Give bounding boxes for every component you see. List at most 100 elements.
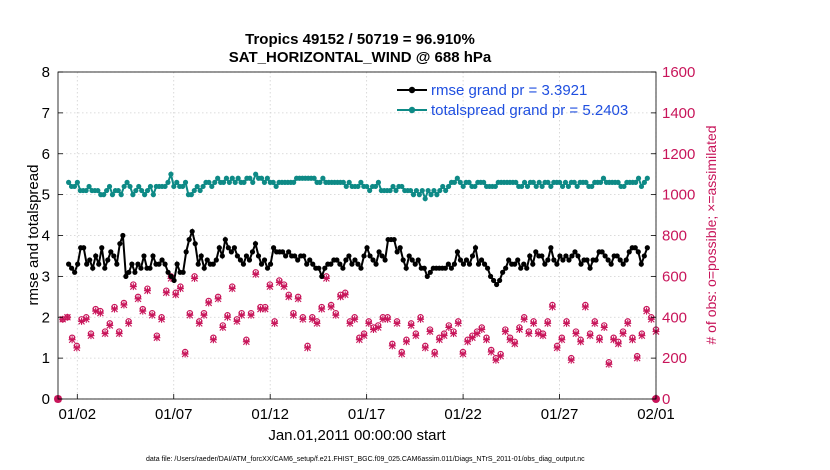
totalspread-point: [209, 183, 215, 190]
rmse-point: [204, 257, 210, 263]
totalspread-point: [197, 187, 203, 194]
rmse-point: [156, 261, 162, 267]
rmse-point: [255, 253, 262, 259]
obs-assimilated-marker: [219, 323, 227, 331]
totalspread-point: [454, 175, 460, 181]
obs-assimilated-marker: [374, 323, 382, 331]
totalspread-point: [545, 179, 551, 185]
rmse-point: [75, 261, 81, 267]
obs-assimilated-marker: [478, 326, 486, 334]
rmse-point: [617, 257, 623, 263]
totalspread-point: [118, 192, 124, 198]
obs-assimilated-marker: [200, 311, 208, 319]
rmse-point: [310, 261, 316, 267]
obs-assimilated-marker: [252, 270, 260, 278]
rmse-point: [186, 236, 192, 243]
totalspread-point: [136, 183, 142, 190]
obs-assimilated-marker: [591, 319, 599, 327]
rmse-point: [367, 253, 373, 259]
totalspread-point: [226, 179, 232, 185]
rmse-point: [469, 253, 476, 259]
y-tick-label: 1: [42, 350, 50, 367]
obs-assimilated-marker: [191, 274, 199, 282]
rmse-point: [264, 265, 271, 271]
rmse-point: [364, 245, 370, 251]
obs-assimilated-marker: [572, 330, 580, 338]
obs-assimilated-marker: [285, 293, 293, 301]
rmse-point: [551, 257, 557, 263]
totalspread-point: [168, 171, 174, 177]
rmse-point: [316, 265, 322, 271]
totalspread-point: [124, 179, 130, 185]
obs-assimilated-marker: [158, 315, 166, 323]
totalspread-point: [340, 179, 346, 185]
obs-assimilated-marker: [384, 315, 392, 323]
totalspread-point: [387, 187, 393, 194]
obs-assimilated-marker: [63, 313, 71, 321]
obs-assimilated-marker: [224, 313, 232, 321]
obs-assimilated-marker: [482, 336, 490, 344]
obs-assimilated-marker: [266, 283, 274, 291]
totalspread-point: [407, 187, 414, 194]
rmse-point: [566, 257, 572, 263]
chart-title: Tropics 49152 / 50719 = 96.910%: [245, 31, 475, 48]
obs-assimilated-marker: [181, 350, 189, 358]
obs-assimilated-marker: [294, 295, 302, 303]
rmse-point: [397, 245, 403, 251]
totalspread-point: [428, 192, 434, 198]
rmse-point: [415, 257, 421, 263]
rmse-point: [126, 269, 132, 275]
rmse-point: [521, 261, 527, 267]
rmse-point: [524, 265, 530, 271]
obs-assimilated-marker: [214, 295, 222, 303]
rmse-point: [219, 253, 225, 259]
rmse-point: [394, 249, 400, 255]
rmse-point: [159, 257, 165, 263]
totalspread-series: [66, 170, 650, 202]
rmse-point: [370, 257, 376, 263]
totalspread-point: [241, 179, 247, 185]
obs-assimilated-marker: [454, 319, 462, 327]
rmse-point: [542, 261, 548, 267]
totalspread-point: [533, 183, 539, 190]
x-tick-label: 01/07: [155, 406, 193, 423]
rmse-point: [572, 249, 578, 255]
rmse-point: [494, 281, 500, 288]
rmse-point: [162, 261, 168, 267]
rmse-point: [361, 253, 367, 259]
obs-assimilated-marker: [360, 332, 368, 340]
rmse-point: [478, 257, 485, 263]
totalspread-point: [139, 187, 145, 194]
obs-assimilated-marker: [129, 283, 137, 291]
obs-assimilated-marker: [96, 309, 104, 317]
rmse-point: [87, 257, 93, 263]
rmse-point: [102, 265, 108, 271]
totalspread-point: [250, 179, 256, 185]
totalspread-point: [633, 179, 639, 185]
rmse-point: [111, 253, 117, 259]
rmse-point: [183, 249, 189, 255]
obs-assimilated-marker: [271, 319, 279, 327]
rmse-point: [346, 253, 352, 259]
obs-assimilated-marker: [595, 336, 603, 344]
rmse-point: [605, 257, 611, 263]
left-axis-ticks: 0 1 2 3 4 5 6 7 8: [42, 64, 63, 408]
obs-assimilated-marker: [299, 315, 307, 323]
obs-assimilated-marker: [233, 317, 241, 325]
totalspread-point: [416, 192, 422, 198]
totalspread-point: [367, 187, 373, 194]
rmse-point: [445, 261, 451, 267]
plot-frame: [58, 72, 656, 399]
x-tick-label: 01/27: [541, 406, 579, 423]
y-tick-label: 5: [42, 187, 50, 204]
obs-assimilated-marker: [195, 319, 203, 327]
x-axis-label: Jan.01,2011 00:00:00 start: [268, 427, 446, 444]
obs-assimilated-marker: [228, 285, 236, 293]
y-axis-right-label: # of obs: o=possible; ×=assimilated: [703, 125, 719, 344]
obs-assimilated-marker: [341, 291, 349, 299]
totalspread-point: [317, 179, 323, 185]
rmse-point: [343, 257, 349, 263]
y-right-tick-label: 800: [662, 228, 687, 245]
totalspread-point: [393, 187, 399, 194]
totalspread-point: [212, 179, 218, 185]
